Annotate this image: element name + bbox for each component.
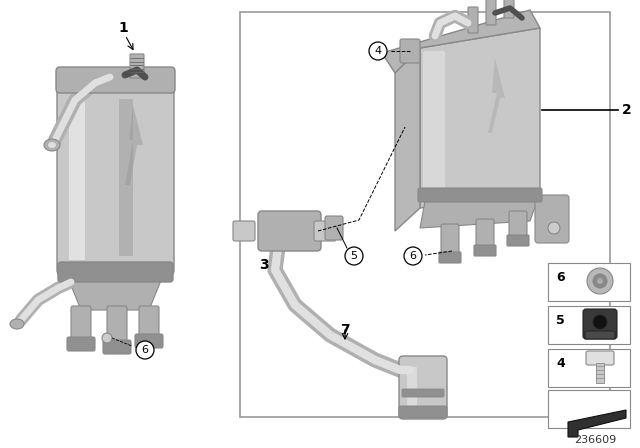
- Polygon shape: [420, 193, 540, 228]
- FancyBboxPatch shape: [407, 367, 417, 409]
- Circle shape: [587, 268, 613, 294]
- Text: 4: 4: [556, 357, 564, 370]
- Text: 4: 4: [374, 46, 381, 56]
- Bar: [548, 263, 630, 301]
- FancyBboxPatch shape: [56, 67, 175, 93]
- Text: 5: 5: [556, 314, 564, 327]
- Bar: [548, 390, 630, 428]
- FancyBboxPatch shape: [507, 235, 529, 246]
- Circle shape: [593, 274, 607, 288]
- FancyBboxPatch shape: [233, 221, 255, 241]
- FancyBboxPatch shape: [509, 211, 527, 241]
- Text: 5: 5: [351, 251, 358, 261]
- Text: 1: 1: [118, 21, 128, 35]
- Text: 2: 2: [622, 103, 632, 117]
- FancyBboxPatch shape: [476, 219, 494, 251]
- Polygon shape: [488, 58, 505, 133]
- FancyBboxPatch shape: [423, 51, 445, 200]
- FancyBboxPatch shape: [135, 334, 163, 348]
- FancyBboxPatch shape: [441, 224, 459, 258]
- Ellipse shape: [48, 142, 56, 148]
- Polygon shape: [420, 28, 540, 208]
- Bar: [69, 95, 85, 260]
- FancyBboxPatch shape: [399, 406, 447, 418]
- Ellipse shape: [44, 139, 60, 151]
- FancyBboxPatch shape: [107, 306, 127, 348]
- FancyBboxPatch shape: [583, 309, 617, 339]
- FancyBboxPatch shape: [130, 54, 144, 78]
- FancyBboxPatch shape: [402, 389, 444, 397]
- FancyBboxPatch shape: [119, 99, 133, 256]
- FancyBboxPatch shape: [585, 331, 615, 339]
- Text: 6: 6: [141, 345, 148, 355]
- FancyBboxPatch shape: [439, 252, 461, 263]
- Circle shape: [404, 247, 422, 265]
- Bar: [548, 349, 630, 387]
- FancyBboxPatch shape: [58, 262, 173, 282]
- Text: 6: 6: [556, 271, 564, 284]
- FancyBboxPatch shape: [67, 337, 95, 351]
- FancyBboxPatch shape: [400, 39, 420, 63]
- Polygon shape: [125, 105, 143, 185]
- Polygon shape: [68, 278, 162, 310]
- Text: 6: 6: [410, 251, 417, 261]
- FancyBboxPatch shape: [504, 0, 514, 18]
- Circle shape: [102, 333, 112, 343]
- FancyBboxPatch shape: [314, 221, 336, 241]
- Circle shape: [136, 341, 154, 359]
- Text: 236609: 236609: [574, 435, 616, 445]
- FancyBboxPatch shape: [258, 211, 321, 251]
- FancyBboxPatch shape: [535, 195, 569, 243]
- FancyBboxPatch shape: [57, 79, 174, 276]
- Bar: [548, 306, 630, 344]
- Polygon shape: [382, 10, 540, 73]
- Polygon shape: [395, 48, 420, 231]
- FancyBboxPatch shape: [474, 245, 496, 256]
- Circle shape: [548, 222, 560, 234]
- Polygon shape: [568, 410, 626, 437]
- Text: 7: 7: [340, 323, 350, 337]
- FancyBboxPatch shape: [586, 351, 614, 365]
- Circle shape: [597, 278, 603, 284]
- Bar: [596, 363, 604, 383]
- FancyBboxPatch shape: [486, 0, 496, 25]
- Ellipse shape: [10, 319, 24, 329]
- FancyBboxPatch shape: [71, 306, 91, 345]
- FancyBboxPatch shape: [103, 340, 131, 354]
- Circle shape: [345, 247, 363, 265]
- Text: 3: 3: [259, 258, 269, 272]
- FancyBboxPatch shape: [139, 306, 159, 342]
- Bar: [240, 12, 610, 417]
- Circle shape: [593, 315, 607, 329]
- Circle shape: [369, 42, 387, 60]
- FancyBboxPatch shape: [325, 216, 343, 240]
- FancyBboxPatch shape: [468, 7, 478, 33]
- FancyBboxPatch shape: [399, 356, 447, 419]
- FancyBboxPatch shape: [418, 188, 542, 202]
